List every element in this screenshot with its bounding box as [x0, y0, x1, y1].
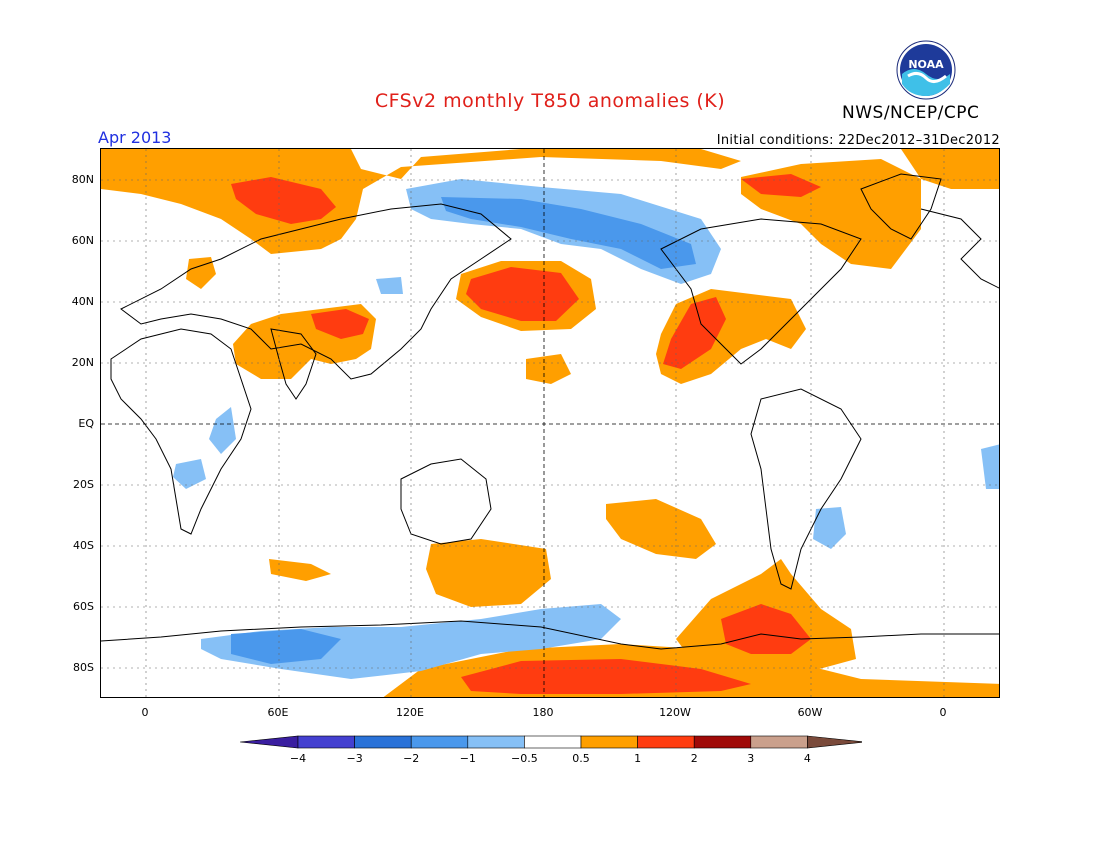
- colorbar-tick-label: −0.5: [511, 752, 538, 765]
- agency-label: NWS/NCEP/CPC: [842, 103, 980, 123]
- colorbar-tick-label: −1: [459, 752, 476, 765]
- svg-text:NOAA: NOAA: [908, 58, 944, 71]
- lon-label: 60W: [797, 706, 823, 719]
- equator-dateline: [101, 149, 999, 697]
- lat-label: 20S: [73, 478, 94, 491]
- coastlines: [101, 173, 999, 650]
- colorbar-swatch: [354, 735, 412, 749]
- lat-label: 60N: [71, 234, 94, 247]
- colorbar-swatch: [467, 735, 525, 749]
- valid-month-label: Apr 2013: [98, 128, 172, 147]
- colorbar-tick-label: −2: [403, 752, 420, 765]
- colorbar-tick-label: 2: [690, 752, 698, 765]
- anomaly-map: [100, 148, 1000, 698]
- moderate-negative-anomaly-layer: [231, 197, 696, 664]
- lat-label: EQ: [78, 417, 94, 430]
- colorbar-tick-label: 4: [803, 752, 811, 765]
- colorbar-max-triangle: [807, 735, 862, 749]
- lat-label: 40N: [71, 295, 94, 308]
- lon-label: 180: [532, 706, 554, 719]
- lat-label: 40S: [73, 539, 94, 552]
- noaa-logo: NOAA: [896, 40, 956, 100]
- colorbar-swatch: [524, 735, 582, 749]
- lon-label: 120W: [659, 706, 691, 719]
- colorbar-tick-label: 1: [634, 752, 642, 765]
- colorbar-tick-label: −3: [346, 752, 363, 765]
- lon-label: 0: [939, 706, 947, 719]
- lat-label: 20N: [71, 356, 94, 369]
- colorbar-tick-label: 3: [747, 752, 755, 765]
- map-canvas: [101, 149, 999, 697]
- initial-conditions-label: Initial conditions: 22Dec2012–31Dec2012: [716, 133, 1000, 148]
- colorbar-tick-label: −4: [289, 752, 307, 765]
- map-title: CFSv2 monthly T850 anomalies (K): [374, 90, 726, 112]
- graticule: [101, 149, 999, 697]
- lon-label: 120E: [396, 706, 424, 719]
- colorbar-swatch: [410, 735, 469, 749]
- colorbar-swatch: [637, 735, 695, 749]
- lat-label: 80S: [73, 661, 94, 674]
- colorbar-min-triangle: [240, 735, 299, 749]
- colorbar-swatch: [297, 735, 355, 749]
- colorbar-swatch: [693, 735, 752, 749]
- colorbar-swatch: [750, 735, 808, 749]
- lon-label: 0: [141, 706, 149, 719]
- lat-label: 60S: [73, 600, 94, 613]
- lon-label: 60E: [267, 706, 289, 719]
- colorbar: [240, 735, 862, 749]
- colorbar-tick-label: 0.5: [572, 752, 590, 765]
- colorbar-swatch: [580, 735, 638, 749]
- lat-label: 80N: [71, 173, 94, 186]
